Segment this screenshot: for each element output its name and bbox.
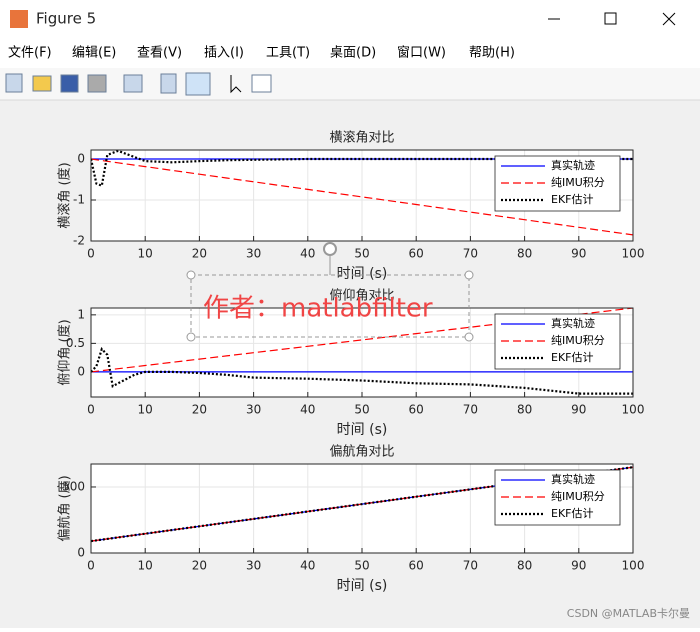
y-axis-label: 俯仰角 (度) <box>57 319 73 385</box>
y-tick-label: -1 <box>73 193 85 207</box>
x-tick-label: 90 <box>571 559 586 573</box>
y-tick-label: 0 <box>77 152 85 166</box>
series-line <box>91 466 633 543</box>
x-tick-label: 100 <box>622 559 645 573</box>
x-tick-label: 70 <box>463 403 478 417</box>
x-tick-label: 100 <box>622 247 645 261</box>
x-tick-label: 10 <box>138 247 153 261</box>
legend-label: EKF估计 <box>551 193 594 206</box>
x-tick-label: 40 <box>300 247 315 261</box>
app-icon <box>10 10 28 28</box>
legend-label: EKF估计 <box>551 507 594 520</box>
x-tick-label: 0 <box>87 247 95 261</box>
y-tick-label: 0 <box>77 364 85 378</box>
legend-label: 真实轨迹 <box>551 472 595 486</box>
y-tick-label: 500 <box>62 479 85 493</box>
axes-box <box>90 307 634 398</box>
title-bar <box>0 0 700 38</box>
x-tick-label: 80 <box>517 559 532 573</box>
y-tick-label: 0 <box>77 546 85 560</box>
x-tick-label: 60 <box>409 559 424 573</box>
series-line <box>91 158 633 236</box>
x-tick-label: 60 <box>409 247 424 261</box>
x-tick-label: 80 <box>517 403 532 417</box>
menu-bar <box>0 38 700 68</box>
legend-label: 真实轨迹 <box>551 316 595 330</box>
close-button[interactable] <box>662 12 676 26</box>
legend-label: 纯IMU积分 <box>551 334 605 347</box>
menu-item[interactable]: 编辑(E) <box>72 46 116 61</box>
watermark-box <box>186 242 474 342</box>
legend-label: 真实轨迹 <box>551 158 595 172</box>
y-tick-label: 0.5 <box>66 336 85 350</box>
legend-label: EKF估计 <box>551 351 594 364</box>
series-line <box>91 308 633 373</box>
axes-box <box>90 149 634 242</box>
menu-item[interactable]: 查看(V) <box>137 45 182 61</box>
x-tick-label: 30 <box>246 247 261 261</box>
menu-item[interactable]: 插入(I) <box>204 46 244 61</box>
menu-item[interactable]: 桌面(D) <box>330 46 376 61</box>
chart-title: 横滚角对比 <box>329 130 394 146</box>
x-tick-label: 20 <box>192 403 207 417</box>
x-tick-label: 50 <box>354 559 369 573</box>
y-axis-label: 偏航角 (度) <box>57 475 73 541</box>
x-tick-label: 60 <box>409 403 424 417</box>
series-line <box>91 347 633 395</box>
x-tick-label: 30 <box>246 559 261 573</box>
x-tick-label: 30 <box>246 403 261 417</box>
x-tick-label: 40 <box>300 403 315 417</box>
toolbar <box>0 68 700 100</box>
x-tick-label: 40 <box>300 559 315 573</box>
x-tick-label: 0 <box>87 403 95 417</box>
x-tick-label: 10 <box>138 559 153 573</box>
credit: CSDN @MATLAB卡尔曼 <box>567 607 690 620</box>
x-tick-label: 100 <box>622 403 645 417</box>
series-line <box>91 466 633 542</box>
x-tick-label: 10 <box>138 403 153 417</box>
menu-item[interactable]: 帮助(H) <box>469 46 515 61</box>
menu-item[interactable]: 文件(F) <box>8 46 52 61</box>
legend-label: 纯IMU积分 <box>551 490 605 503</box>
maximize-button[interactable] <box>604 12 617 25</box>
x-tick-label: 0 <box>87 559 95 573</box>
y-tick-label: 1 <box>77 307 85 321</box>
x-axis-label: 时间 (s) <box>337 422 388 438</box>
menu: 文件(F) 编辑(E) 查看(V) 插入(I) 工具(T) 桌面(D) 窗口(W) 帮助(H) <box>8 45 515 61</box>
x-tick-label: 90 <box>571 247 586 261</box>
menu-item[interactable]: 工具(T) <box>266 46 310 61</box>
x-tick-label: 50 <box>354 247 369 261</box>
x-tick-label: 70 <box>463 247 478 261</box>
x-tick-label: 50 <box>354 403 369 417</box>
x-axis-label: 时间 (s) <box>337 266 388 282</box>
x-tick-label: 20 <box>192 559 207 573</box>
x-tick-label: 20 <box>192 247 207 261</box>
axes-box <box>90 463 634 554</box>
x-tick-label: 90 <box>571 403 586 417</box>
window-title: Figure 5 <box>36 10 96 28</box>
x-axis-label: 时间 (s) <box>337 578 388 594</box>
watermark: 作者：matlabfilter <box>203 294 433 324</box>
legend-label: 纯IMU积分 <box>551 176 605 189</box>
x-tick-label: 70 <box>463 559 478 573</box>
chart-title: 偏航角对比 <box>329 444 394 460</box>
toolbar-icons[interactable] <box>5 72 272 96</box>
y-axis-label: 横滚角 (度) <box>57 162 73 228</box>
y-tick-label: -2 <box>73 234 85 248</box>
x-tick-label: 80 <box>517 247 532 261</box>
chart-title: 俯仰角对比 <box>329 288 394 304</box>
menu-item[interactable]: 窗口(W) <box>397 45 446 61</box>
